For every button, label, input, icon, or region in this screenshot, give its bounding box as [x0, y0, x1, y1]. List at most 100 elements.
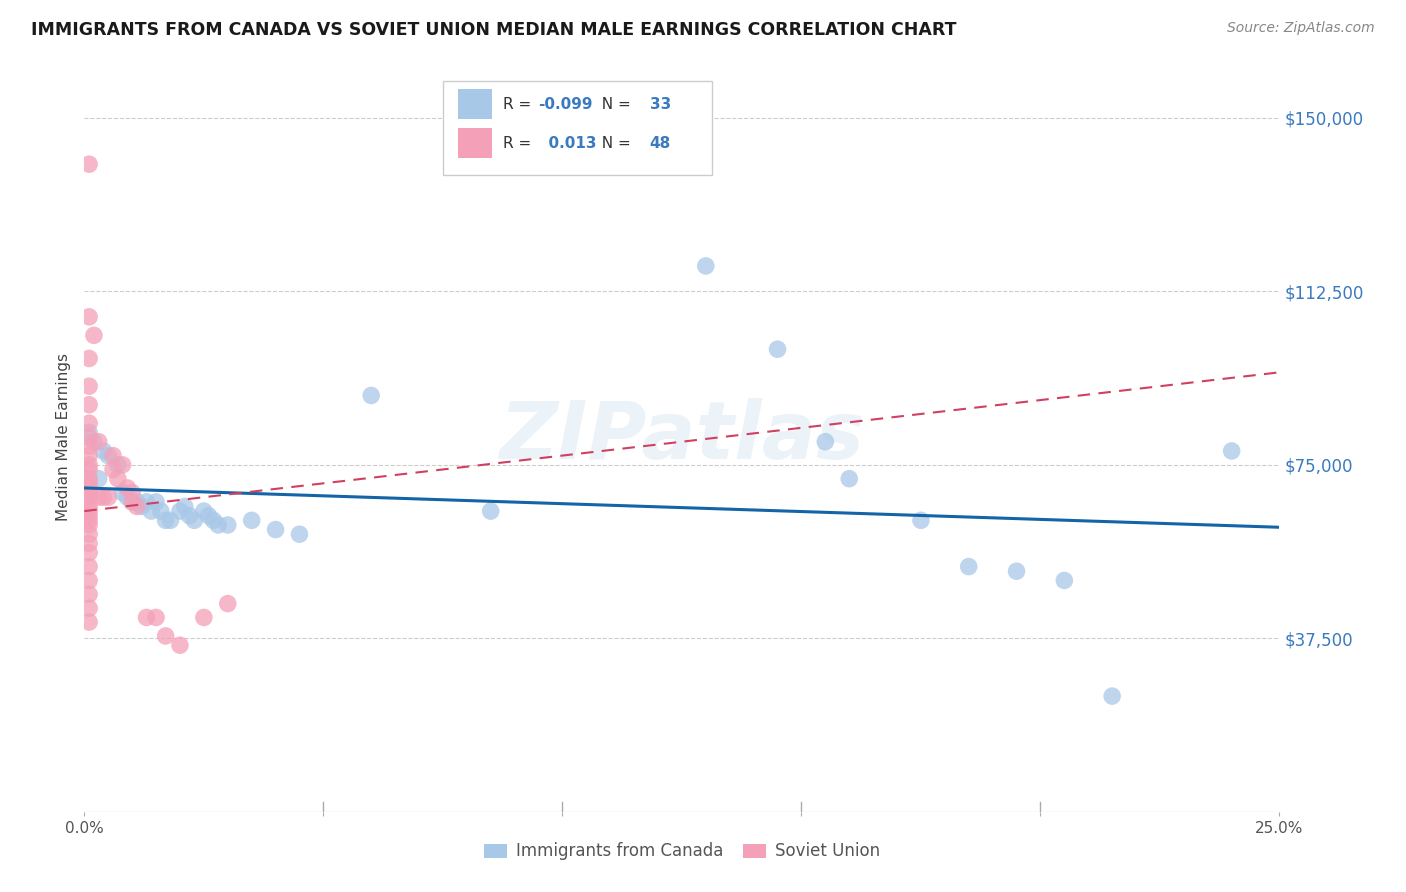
Point [77, 574, 100, 588]
Point [77, 536, 100, 550]
Point [217, 518, 239, 533]
Point [217, 597, 239, 611]
Point [77, 398, 100, 412]
Point [183, 513, 205, 527]
Point [360, 388, 382, 402]
Point [111, 485, 134, 500]
Point [97, 490, 120, 504]
Point [193, 504, 215, 518]
Point [77, 439, 100, 453]
Point [97, 449, 120, 463]
Point [77, 430, 100, 444]
Point [77, 527, 100, 541]
Point [1053, 574, 1076, 588]
Point [87, 490, 110, 504]
Point [77, 587, 100, 601]
Point [695, 259, 717, 273]
Point [957, 559, 980, 574]
Legend: Immigrants from Canada, Soviet Union: Immigrants from Canada, Soviet Union [477, 836, 887, 867]
Point [77, 513, 100, 527]
Point [125, 495, 148, 509]
Point [77, 500, 100, 514]
Point [77, 416, 100, 430]
Point [179, 508, 201, 523]
Point [93, 444, 115, 458]
Point [155, 513, 177, 527]
Point [83, 328, 105, 343]
Point [77, 449, 100, 463]
Point [159, 513, 181, 527]
Point [207, 518, 229, 533]
Point [145, 610, 167, 624]
Point [87, 434, 110, 449]
Point [288, 527, 311, 541]
Point [111, 458, 134, 472]
Point [155, 629, 177, 643]
Point [1101, 689, 1123, 703]
Text: N =: N = [592, 97, 636, 112]
Point [77, 504, 100, 518]
Text: 0.013: 0.013 [538, 136, 598, 151]
Point [101, 462, 124, 476]
Point [141, 504, 163, 518]
Bar [458, 128, 492, 158]
Point [131, 500, 153, 514]
Point [240, 513, 263, 527]
Point [1220, 444, 1243, 458]
Point [202, 513, 225, 527]
Point [107, 472, 129, 486]
Point [117, 481, 139, 495]
Point [77, 462, 100, 476]
Point [135, 495, 157, 509]
Point [193, 610, 215, 624]
Point [77, 508, 100, 523]
Point [117, 490, 139, 504]
Point [77, 458, 100, 472]
Text: R =: R = [503, 136, 536, 151]
FancyBboxPatch shape [443, 81, 711, 175]
Point [135, 610, 157, 624]
Point [77, 485, 100, 500]
Point [264, 523, 287, 537]
Point [77, 481, 100, 495]
Text: ZIPatlas: ZIPatlas [499, 398, 865, 476]
Point [77, 601, 100, 615]
Text: -0.099: -0.099 [538, 97, 593, 112]
Text: R =: R = [503, 97, 536, 112]
Point [173, 500, 195, 514]
Point [149, 504, 172, 518]
Point [197, 508, 219, 523]
Point [838, 472, 860, 486]
Text: N =: N = [592, 136, 636, 151]
Point [77, 476, 100, 491]
Point [479, 504, 502, 518]
Point [121, 495, 143, 509]
Point [107, 458, 129, 472]
Point [83, 434, 105, 449]
Point [121, 485, 143, 500]
Point [77, 157, 100, 171]
Text: 33: 33 [650, 97, 671, 112]
Point [125, 500, 148, 514]
Point [77, 425, 100, 440]
Point [101, 449, 124, 463]
Text: 48: 48 [650, 136, 671, 151]
Text: IMMIGRANTS FROM CANADA VS SOVIET UNION MEDIAN MALE EARNINGS CORRELATION CHART: IMMIGRANTS FROM CANADA VS SOVIET UNION M… [31, 21, 956, 39]
Point [814, 434, 837, 449]
Point [766, 342, 789, 356]
Point [121, 495, 143, 509]
Point [77, 472, 100, 486]
Point [145, 495, 167, 509]
Point [93, 490, 115, 504]
Point [77, 546, 100, 560]
Bar [458, 89, 492, 120]
Point [87, 472, 110, 486]
Y-axis label: Median Male Earnings: Median Male Earnings [56, 353, 72, 521]
Point [77, 379, 100, 393]
Point [77, 310, 100, 324]
Point [1005, 564, 1028, 578]
Point [77, 518, 100, 533]
Point [77, 559, 100, 574]
Text: Source: ZipAtlas.com: Source: ZipAtlas.com [1227, 21, 1375, 36]
Point [77, 490, 100, 504]
